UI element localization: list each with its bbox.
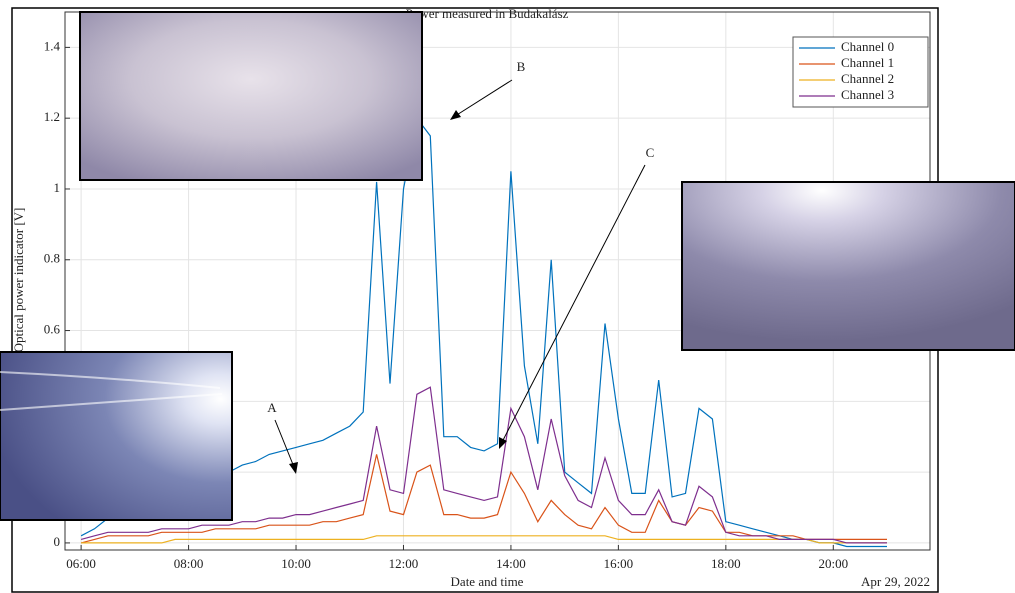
legend-label: Channel 0 <box>841 39 894 54</box>
x-tick-label: 16:00 <box>604 556 634 571</box>
y-tick-label: 1.4 <box>44 38 61 53</box>
sky-photo <box>0 352 232 520</box>
legend-label: Channel 3 <box>841 87 894 102</box>
x-tick-label: 08:00 <box>174 556 204 571</box>
y-tick-label: 1 <box>54 180 61 195</box>
y-axis-label: Optical power indicator [V] <box>11 208 26 353</box>
sky-photo <box>80 12 422 180</box>
annotation: C <box>646 145 655 160</box>
sky-photo <box>682 182 1015 350</box>
chart-title: Power measured in Budakalász <box>406 6 569 21</box>
x-tick-label: 10:00 <box>281 556 311 571</box>
y-tick-label: 0 <box>54 534 61 549</box>
chart: 00.20.40.60.811.21.406:0008:0010:0012:00… <box>0 0 1015 593</box>
y-tick-label: 0.8 <box>44 251 60 266</box>
x-tick-label: 18:00 <box>711 556 741 571</box>
x-tick-label: 20:00 <box>818 556 848 571</box>
x-tick-label: 14:00 <box>496 556 526 571</box>
y-tick-label: 1.2 <box>44 109 60 124</box>
x-tick-label: 12:00 <box>389 556 419 571</box>
annotation: B <box>517 59 526 74</box>
x-tick-label: 06:00 <box>66 556 96 571</box>
y-tick-label: 0.6 <box>44 322 61 337</box>
legend-label: Channel 2 <box>841 71 894 86</box>
annotation: A <box>267 400 277 415</box>
date-note: Apr 29, 2022 <box>861 574 930 589</box>
x-axis-label: Date and time <box>451 574 524 589</box>
legend-label: Channel 1 <box>841 55 894 70</box>
